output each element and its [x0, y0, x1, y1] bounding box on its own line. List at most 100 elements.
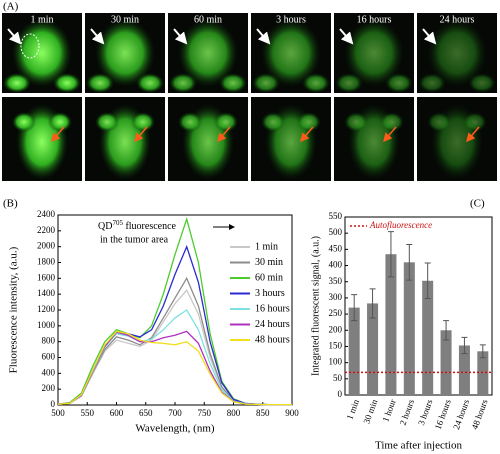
y-tick-label: 550 [329, 211, 343, 221]
arrow [173, 28, 188, 45]
tissue [48, 112, 72, 132]
x-tick-label: 24 hours [451, 398, 471, 431]
legend-label: 3 hours [255, 288, 285, 299]
y-tick-label: 1000 [37, 320, 56, 330]
arrow [7, 28, 22, 45]
y-tick-label: 300 [329, 292, 343, 302]
tissue [95, 19, 155, 87]
bar [367, 303, 379, 395]
arrow [134, 126, 148, 143]
tissue [214, 112, 238, 132]
annotation-superscript: 705 [112, 219, 123, 227]
x-tick-label: 600 [110, 408, 124, 418]
error-bar [406, 244, 413, 281]
y-tick-label: 2200 [37, 225, 56, 235]
x-axis-label: Time after injection [375, 440, 462, 452]
image-label: 3 hours [276, 14, 306, 25]
panel-label: (A) [3, 1, 19, 13]
error-bar [479, 344, 486, 359]
bar [477, 351, 489, 395]
arrow [300, 126, 314, 143]
y-tick-label: 2000 [37, 241, 56, 251]
tissue [463, 112, 487, 132]
arrow [383, 126, 397, 143]
y-tick-label: 150 [329, 341, 343, 351]
tissue [219, 73, 247, 93]
panel-label: (C) [470, 198, 485, 210]
arrow [339, 28, 354, 45]
y-tick-label: 1800 [37, 257, 56, 267]
arrow [90, 28, 105, 45]
tissue [95, 112, 119, 132]
arrow [51, 126, 65, 143]
annotation-text: fluorescence [123, 221, 177, 232]
x-tick-label: 800 [227, 408, 241, 418]
y-tick-label: 2400 [37, 209, 56, 219]
tissue [136, 73, 164, 93]
x-tick-label: 3 hours [416, 398, 435, 427]
y-tick-label: 400 [329, 260, 343, 270]
x-tick-label: 900 [285, 408, 299, 418]
error-bar [424, 262, 431, 300]
plot-frame [344, 216, 493, 396]
y-axis-label: Fluorescence intensity, (a.u.) [8, 246, 20, 373]
tissue [302, 73, 330, 93]
bar [348, 307, 360, 395]
bar [385, 254, 397, 395]
x-tick-label: 750 [198, 408, 212, 418]
annotation-text: QD [98, 221, 112, 232]
x-tick-label: 16 hours [433, 398, 453, 431]
tissue [427, 19, 487, 87]
bar [440, 330, 452, 395]
bar [403, 262, 415, 395]
panel-label: (B) [3, 198, 18, 210]
tissue [418, 73, 446, 93]
image-label: 30 min [111, 14, 139, 25]
error-bar [443, 320, 450, 341]
y-tick-label: 1400 [37, 288, 56, 298]
x-tick-label: 2 hours [398, 398, 417, 427]
y-tick-label: 1600 [37, 272, 56, 282]
x-tick-label: 550 [81, 408, 95, 418]
y-tick-label: 250 [329, 308, 343, 318]
y-tick-label: 200 [42, 383, 56, 393]
error-bar [461, 336, 468, 355]
line-chart: 0 200 400 600 800 1000 1200 1400 1600 1800 2000 220… [8, 209, 300, 434]
bar [422, 280, 434, 395]
x-tick-label: 500 [51, 408, 65, 418]
x-tick-label: 30 min [361, 398, 379, 426]
y-tick-label: 0 [51, 399, 56, 409]
y-axis-label: Integrated fluorescent signal, (a.u.) [310, 236, 321, 376]
x-axis-label: Wavelength, (nm) [135, 423, 214, 435]
arrow [422, 28, 437, 45]
annotation: in the tumor area [100, 234, 169, 245]
x-tick-label: 850 [256, 408, 270, 418]
arrow [217, 126, 231, 143]
y-tick-label: 50 [333, 373, 343, 383]
image-label: 1 min [30, 14, 53, 25]
error-bar [351, 294, 358, 322]
x-tick-label: 700 [168, 408, 182, 418]
tissue [178, 19, 238, 87]
image-label: 24 hours [440, 14, 475, 25]
legend-label: 60 min [255, 272, 283, 283]
arrow [256, 28, 271, 45]
y-tick-label: 450 [329, 243, 343, 253]
tissue [385, 73, 413, 93]
y-tick-label: 600 [42, 352, 56, 362]
error-bar [369, 288, 376, 319]
legend-label: 24 hours [255, 319, 290, 330]
y-tick-label: 1200 [37, 304, 56, 314]
tissue [131, 112, 155, 132]
tissue [12, 112, 36, 132]
y-tick-label: 350 [329, 276, 343, 286]
legend-label: 1 min [255, 241, 278, 252]
y-tick-label: 500 [329, 227, 343, 237]
tissue [12, 19, 72, 87]
tissue [3, 73, 31, 93]
legend-label: 16 hours [255, 303, 290, 314]
image-label: 16 hours [357, 14, 392, 25]
tissue [344, 19, 404, 87]
series-line [57, 330, 292, 406]
tumor-outline [20, 33, 40, 59]
